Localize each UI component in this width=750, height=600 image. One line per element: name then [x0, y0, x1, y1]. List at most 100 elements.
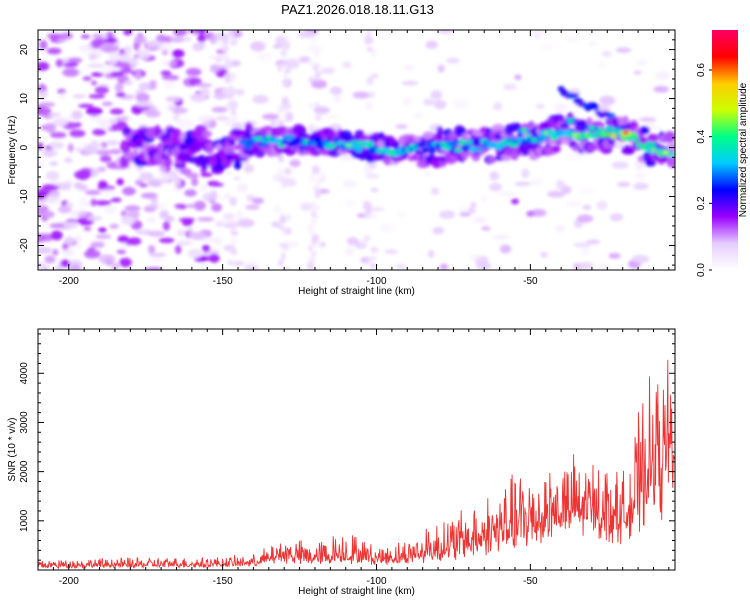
heatmap-cell [227, 31, 235, 40]
heatmap-cell [644, 159, 657, 167]
heatmap-cell [165, 96, 181, 103]
heatmap-cell [127, 58, 139, 68]
heatmap-cell [69, 129, 86, 138]
heatmap-cell [275, 35, 287, 46]
heatmap-cell [565, 201, 582, 207]
heatmap-cell [653, 85, 670, 93]
heatmap-cell [586, 117, 593, 125]
heatmap-cell [202, 130, 213, 138]
snr-y-tick-label: 3000 [19, 411, 30, 434]
heatmap-cell [432, 226, 445, 235]
heatmap-cell [425, 143, 433, 148]
heatmap-cell [200, 183, 208, 193]
heatmap-cell [192, 42, 204, 52]
heatmap-cell [38, 246, 53, 254]
heatmap-cell [539, 43, 554, 50]
heatmap-cell [229, 196, 237, 206]
snr-x-axis-label: Height of straight line (km) [298, 586, 415, 597]
heatmap-cell [277, 168, 284, 177]
heatmap-cell [511, 198, 519, 205]
heatmap-cell [225, 57, 231, 63]
heatmap-cell [230, 249, 238, 256]
heatmap-cell [352, 91, 371, 99]
heatmap-cell [174, 203, 185, 209]
heatmap-cell [308, 123, 314, 133]
heatmap-cell [99, 42, 117, 53]
heatmap-cell [302, 139, 309, 144]
heatmap-cell [551, 145, 561, 153]
heatmap-cell [135, 92, 150, 103]
heatmap-cell [281, 78, 290, 87]
heatmap-cell [135, 100, 154, 108]
heatmap-cell [50, 230, 63, 241]
heatmap-cell [333, 136, 340, 143]
spectrogram-x-tick-label: -200 [59, 276, 79, 287]
heatmap-cell [109, 108, 124, 115]
heatmap-cell [578, 188, 594, 194]
heatmap-cell [364, 256, 371, 266]
heatmap-cell [59, 91, 66, 101]
heatmap-cell [314, 189, 322, 199]
heatmap-cell [315, 112, 322, 122]
figure-title: PAZ1.2026.018.18.11.G13 [281, 2, 434, 17]
heatmap-cell [611, 161, 629, 169]
heatmap-cell [307, 224, 314, 233]
heatmap-cell [74, 122, 82, 128]
heatmap-cell [364, 235, 371, 242]
heatmap-cell [230, 106, 237, 116]
heatmap-cell [473, 217, 487, 224]
heatmap-cell [83, 226, 92, 231]
heatmap-cell [243, 143, 253, 150]
heatmap-cell [97, 166, 106, 173]
heatmap-cell [124, 79, 133, 86]
heatmap-cell [227, 259, 233, 266]
heatmap-cell [84, 249, 101, 259]
heatmap-cell [109, 223, 119, 229]
heatmap-cell [311, 79, 327, 89]
heatmap-cell [57, 205, 72, 214]
heatmap-cell [313, 136, 323, 144]
heatmap-cell [141, 192, 158, 199]
heatmap-cell [98, 227, 107, 233]
heatmap-cell [493, 102, 503, 111]
heatmap-cell [83, 144, 98, 155]
heatmap-cell [90, 241, 105, 248]
heatmap-cell [453, 147, 464, 153]
heatmap-cell [559, 122, 570, 130]
heatmap-cell [313, 106, 330, 115]
heatmap-cell [56, 37, 74, 43]
heatmap-cell [155, 165, 167, 173]
heatmap-cell [64, 62, 79, 67]
heatmap-cell [49, 223, 65, 229]
heatmap-cell [566, 153, 584, 161]
heatmap-cell [38, 200, 44, 207]
colorbar-tick-label: 0.2 [696, 196, 707, 210]
heatmap-cell [110, 197, 122, 203]
heatmap-cell [60, 116, 75, 122]
heatmap-cell [446, 57, 460, 64]
heatmap-cell [110, 71, 124, 77]
heatmap-cell [109, 118, 118, 125]
heatmap-cell [364, 140, 375, 149]
heatmap-cell [147, 244, 155, 254]
heatmap-cell [314, 51, 320, 58]
heatmap-cell [639, 117, 657, 122]
heatmap-cell [281, 251, 286, 262]
heatmap-cell [64, 202, 74, 208]
heatmap-cell [280, 178, 285, 185]
heatmap-cell [196, 217, 215, 222]
heatmap-cell [278, 259, 284, 267]
heatmap-cell [584, 105, 592, 112]
heatmap-cell [133, 35, 147, 44]
colorbar-gradient [712, 30, 738, 270]
heatmap-cell [458, 139, 466, 146]
heatmap-cell [421, 147, 429, 155]
heatmap-cell [109, 149, 122, 155]
heatmap-cell [308, 244, 313, 252]
heatmap-cell [119, 68, 133, 74]
heatmap-cell [237, 218, 255, 228]
heatmap-cell [173, 30, 188, 37]
heatmap-cell [243, 260, 260, 266]
heatmap-cell [199, 87, 211, 97]
